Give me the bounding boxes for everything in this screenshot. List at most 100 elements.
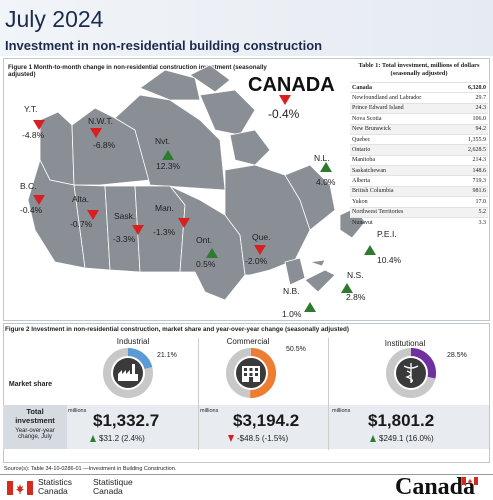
map-newfoundland-labrador [284,164,336,231]
map-ontario [169,185,246,301]
bc-value: -0.4% [20,205,43,215]
table-cell-region: Canada [350,81,457,93]
institutional-change: $249.1 (16.0%) [370,434,434,443]
ns-value: 2.8% [346,292,366,302]
wordmark-flag-icon [462,477,478,485]
yt-value: -4.8% [22,130,45,140]
ns-up-arrow [341,283,353,293]
alta-value: -0.7% [70,219,93,229]
up-arrow-icon [370,435,376,442]
canada-wordmark: Canada [395,474,476,500]
caduceus-icon [403,363,419,383]
figure2-panel [3,323,490,463]
sask-label: Sask. [114,211,136,221]
market-share-label: Market share [8,381,53,388]
table-cell-value: 29.7 [456,92,488,104]
que-down-arrow [254,245,266,255]
que-value: -2.0% [245,256,268,266]
table-row: Prince Edward Island 24.3 [350,102,488,114]
table-row: Alberta 719.3 [350,175,488,187]
yoy-label: Year-over-year change, July [15,428,55,440]
institutional-share: 28.5% [447,352,467,359]
que-label: Que. [252,232,271,242]
ns-label: N.S. [347,270,364,280]
table-cell-region: Ontario [350,144,457,156]
down-arrow-icon [228,435,234,442]
man-down-arrow [178,218,190,228]
industrial-title: Industrial [116,337,150,346]
table-row: Newfoundland and Labrador 29.7 [350,92,488,104]
commercial-title: Commercial [226,337,270,346]
table-cell-value: 3.3 [456,216,488,228]
canada-flag-icon [7,481,33,495]
table-cell-value: 1,355.9 [456,133,488,145]
table-row: Northwest Territories 5.2 [350,206,488,218]
alta-down-arrow [87,210,99,220]
table-cell-value: 17.0 [456,196,488,207]
table-cell-value: 5.2 [456,206,488,218]
institutional-donut [386,348,436,398]
table-cell-region: Nunavut [350,216,457,228]
industrial-units: millions [68,408,87,414]
table-cell-region: Saskatchewan [350,164,457,176]
nwt-down-arrow [90,128,102,138]
map-nunavut [114,94,226,191]
figure2-caption: Figure 2 Investment in non-residential c… [5,326,349,333]
table-cell-value: 214.3 [456,154,488,166]
table-row: Quebec 1,355.9 [350,133,488,145]
page-title: July 2024 [5,6,104,32]
factory-icon [118,364,138,381]
sask-value: -3.3% [113,234,136,244]
pei-up-arrow [364,245,376,255]
table-cell-value: 6,328.0 [456,81,488,93]
nb-label: N.B. [283,286,300,296]
bc-down-arrow [33,195,45,205]
alta-label: Alta. [72,194,90,204]
industrial-share: 21.1% [157,352,177,359]
canada-value: -0.4% [268,107,300,121]
table-cell-value: 24.3 [456,102,488,114]
table-cell-value: 148.6 [456,164,488,176]
sask-down-arrow [132,225,144,235]
divider [198,338,199,450]
table-cell-region: Nova Scotia [350,113,457,124]
canada-down-arrow [279,95,291,105]
pei-label: P.E.I. [377,229,397,239]
institutional-total: $1,801.2 [368,411,435,430]
institutional-units: millions [332,408,351,414]
table-cell-region: Alberta [350,175,457,187]
industrial-change: $31.2 (2.4%) [90,434,145,443]
canada-label: CANADA [248,74,335,96]
nl-value: 4.0% [316,177,336,187]
industrial-donut [103,348,153,398]
table-row: Canada 6,328.0 [350,81,488,93]
yt-label: Y.T. [24,104,38,114]
nl-label: N.L. [314,153,330,163]
nwt-label: N.W.T. [88,116,114,126]
table-row: Nova Scotia 106.0 [350,113,488,124]
totals-band [67,405,489,449]
commercial-units: millions [200,408,219,414]
commercial-change: -$48.5 (-1.5%) [228,434,288,443]
table-cell-value: 981.6 [456,185,488,197]
source-note: Source(s): Table 34-10-0286-01 —Investme… [4,466,177,472]
bc-label: B.C. [20,181,37,191]
footer-divider [0,474,493,475]
figure1-panel [3,58,490,321]
divider [328,338,329,450]
nvt-up-arrow [162,150,174,160]
figure1-caption: Figure 1 Month-to-month change in non-re… [8,64,267,78]
table1: Table 1: Total investment, millions of d… [350,60,488,228]
map-pei [309,259,326,267]
header-banner: July 2024 Investment in non-residential … [0,0,493,56]
total-investment-label: Total investment [15,407,55,425]
map-quebec [224,164,311,276]
table-row: British Columbia 981.6 [350,185,488,197]
map-new-brunswick [284,257,306,286]
table-cell-region: Yukon [350,196,457,207]
commercial-donut [226,348,276,398]
table-cell-region: Northwest Territories [350,206,457,218]
row-labels-bg [3,405,67,449]
table-row: Ontario 2,628.5 [350,144,488,156]
table-cell-value: 2,628.5 [456,144,488,156]
